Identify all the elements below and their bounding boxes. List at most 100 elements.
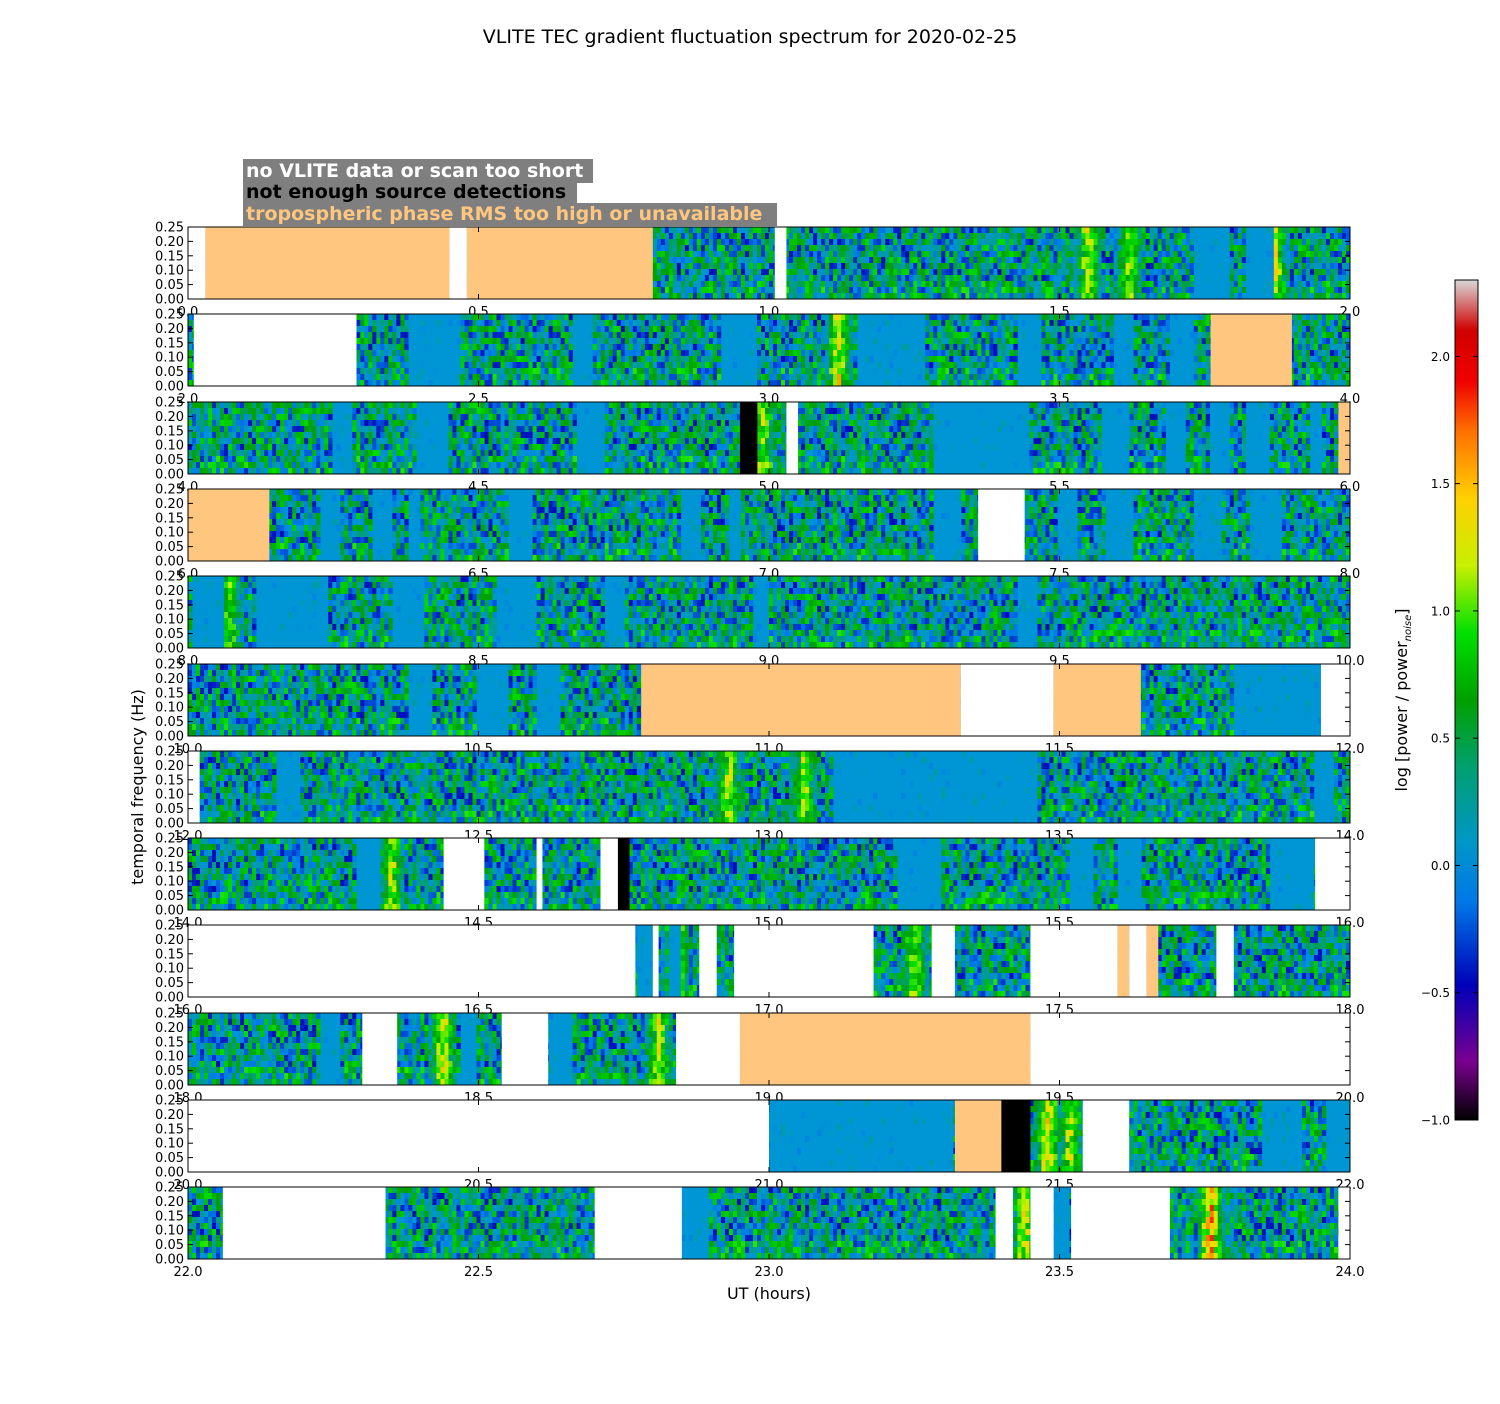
y-tick-label: 0.10 bbox=[155, 962, 184, 977]
x-tick-label: 24.0 bbox=[1336, 1265, 1365, 1280]
flagged-no-data bbox=[188, 1100, 769, 1172]
y-tick-label: 0.25 bbox=[155, 1007, 184, 1022]
y-tick-label: 0.05 bbox=[155, 627, 184, 642]
flagged-tropo bbox=[641, 664, 961, 736]
y-tick-label: 0.25 bbox=[155, 396, 184, 411]
flagged-no-data bbox=[734, 925, 873, 997]
y-tick-label: 0.20 bbox=[155, 235, 184, 250]
y-tick-label: 0.05 bbox=[155, 1238, 184, 1253]
y-tick-label: 0.10 bbox=[155, 264, 184, 279]
flagged-tropo bbox=[1147, 925, 1159, 997]
flagged-tropo bbox=[740, 1013, 1030, 1085]
y-tick-label: 0.15 bbox=[155, 1209, 184, 1224]
colorbar-tick-label: 1.5 bbox=[1431, 477, 1450, 491]
flagged-tropo bbox=[205, 227, 449, 299]
flagged-tropo bbox=[467, 227, 653, 299]
chart-title: VLITE TEC gradient fluctuation spectrum … bbox=[483, 26, 1017, 48]
colorbar-tick-label: 1.0 bbox=[1431, 604, 1450, 618]
flagged-few-detections bbox=[618, 838, 630, 910]
flagged-no-data bbox=[194, 314, 357, 386]
y-tick-label: 0.20 bbox=[155, 759, 184, 774]
y-tick-label: 0.05 bbox=[155, 365, 184, 380]
flagged-no-data bbox=[653, 925, 659, 997]
flagged-no-data bbox=[978, 489, 1024, 561]
y-tick-label: 0.05 bbox=[155, 1064, 184, 1079]
y-tick-label: 0.05 bbox=[155, 540, 184, 555]
x-tick-label: 23.0 bbox=[755, 1265, 784, 1280]
heatmap-cells bbox=[188, 489, 1350, 561]
flagged-no-data bbox=[1030, 1187, 1053, 1259]
y-tick-label: 0.15 bbox=[155, 336, 184, 351]
y-tick-label: 0.20 bbox=[155, 497, 184, 512]
legend-entry-no-data: no VLITE data or scan too short bbox=[246, 160, 583, 182]
y-axis-label: temporal frequency (Hz) bbox=[128, 689, 147, 885]
heatmap-cells bbox=[188, 576, 1350, 648]
legend-entry-few-detections: not enough source detections bbox=[246, 181, 566, 203]
y-tick-label: 0.20 bbox=[155, 1108, 184, 1123]
y-tick-label: 0.05 bbox=[155, 889, 184, 904]
flagged-no-data bbox=[537, 838, 543, 910]
y-tick-label: 0.15 bbox=[155, 860, 184, 875]
y-tick-label: 0.05 bbox=[155, 278, 184, 293]
y-tick-label: 0.15 bbox=[155, 598, 184, 613]
y-tick-label: 0.05 bbox=[155, 453, 184, 468]
flagged-no-data bbox=[786, 402, 798, 474]
y-tick-label: 0.05 bbox=[155, 976, 184, 991]
legend: no VLITE data or scan too short not enou… bbox=[243, 159, 777, 227]
y-tick-label: 0.20 bbox=[155, 410, 184, 425]
flagged-no-data bbox=[996, 1187, 1013, 1259]
flagged-no-data bbox=[502, 1013, 548, 1085]
y-tick-label: 0.10 bbox=[155, 701, 184, 716]
y-tick-label: 0.15 bbox=[155, 1122, 184, 1137]
colorbar-tick-label: 2.0 bbox=[1431, 350, 1450, 364]
colorbar-gradient bbox=[1455, 280, 1478, 1120]
y-tick-label: 0.25 bbox=[155, 308, 184, 323]
y-tick-label: 0.10 bbox=[155, 788, 184, 803]
y-tick-label: 0.20 bbox=[155, 672, 184, 687]
y-tick-label: 0.20 bbox=[155, 1021, 184, 1036]
legend-entry-tropo: tropospheric phase RMS too high or unava… bbox=[246, 203, 762, 225]
x-tick-label: 22.0 bbox=[174, 1265, 203, 1280]
y-tick-label: 0.10 bbox=[155, 351, 184, 366]
flagged-no-data bbox=[676, 1013, 740, 1085]
y-tick-label: 0.25 bbox=[155, 221, 184, 236]
flagged-no-data bbox=[961, 664, 1054, 736]
flagged-no-data bbox=[1338, 1187, 1350, 1259]
y-tick-label: 0.20 bbox=[155, 584, 184, 599]
flagged-no-data bbox=[188, 751, 200, 823]
x-tick-label: 22.5 bbox=[464, 1265, 493, 1280]
flagged-no-data bbox=[362, 1013, 397, 1085]
x-axis-label: UT (hours) bbox=[727, 1284, 811, 1303]
colorbar-tick-label: 0.5 bbox=[1431, 732, 1450, 746]
flagged-few-detections bbox=[740, 402, 757, 474]
colorbar: −1.0−0.50.00.51.01.52.0 log [power / pow… bbox=[1392, 280, 1478, 1128]
flagged-no-data bbox=[775, 227, 787, 299]
flagged-no-data bbox=[1315, 838, 1350, 910]
y-tick-label: 0.25 bbox=[155, 483, 184, 498]
y-tick-label: 0.05 bbox=[155, 802, 184, 817]
y-tick-label: 0.15 bbox=[155, 1035, 184, 1050]
colorbar-tick-label: −0.5 bbox=[1421, 986, 1450, 1000]
y-tick-label: 0.10 bbox=[155, 526, 184, 541]
flagged-no-data bbox=[444, 838, 485, 910]
y-tick-label: 0.05 bbox=[155, 1151, 184, 1166]
y-tick-label: 0.10 bbox=[155, 1050, 184, 1065]
y-tick-label: 0.25 bbox=[155, 745, 184, 760]
y-tick-label: 0.10 bbox=[155, 1224, 184, 1239]
flagged-no-data bbox=[188, 227, 205, 299]
flagged-no-data bbox=[1030, 925, 1117, 997]
flagged-no-data bbox=[1129, 925, 1146, 997]
flagged-no-data bbox=[1030, 1013, 1350, 1085]
flagged-no-data bbox=[1216, 925, 1233, 997]
flagged-tropo bbox=[1338, 402, 1350, 474]
flagged-no-data bbox=[188, 925, 635, 997]
